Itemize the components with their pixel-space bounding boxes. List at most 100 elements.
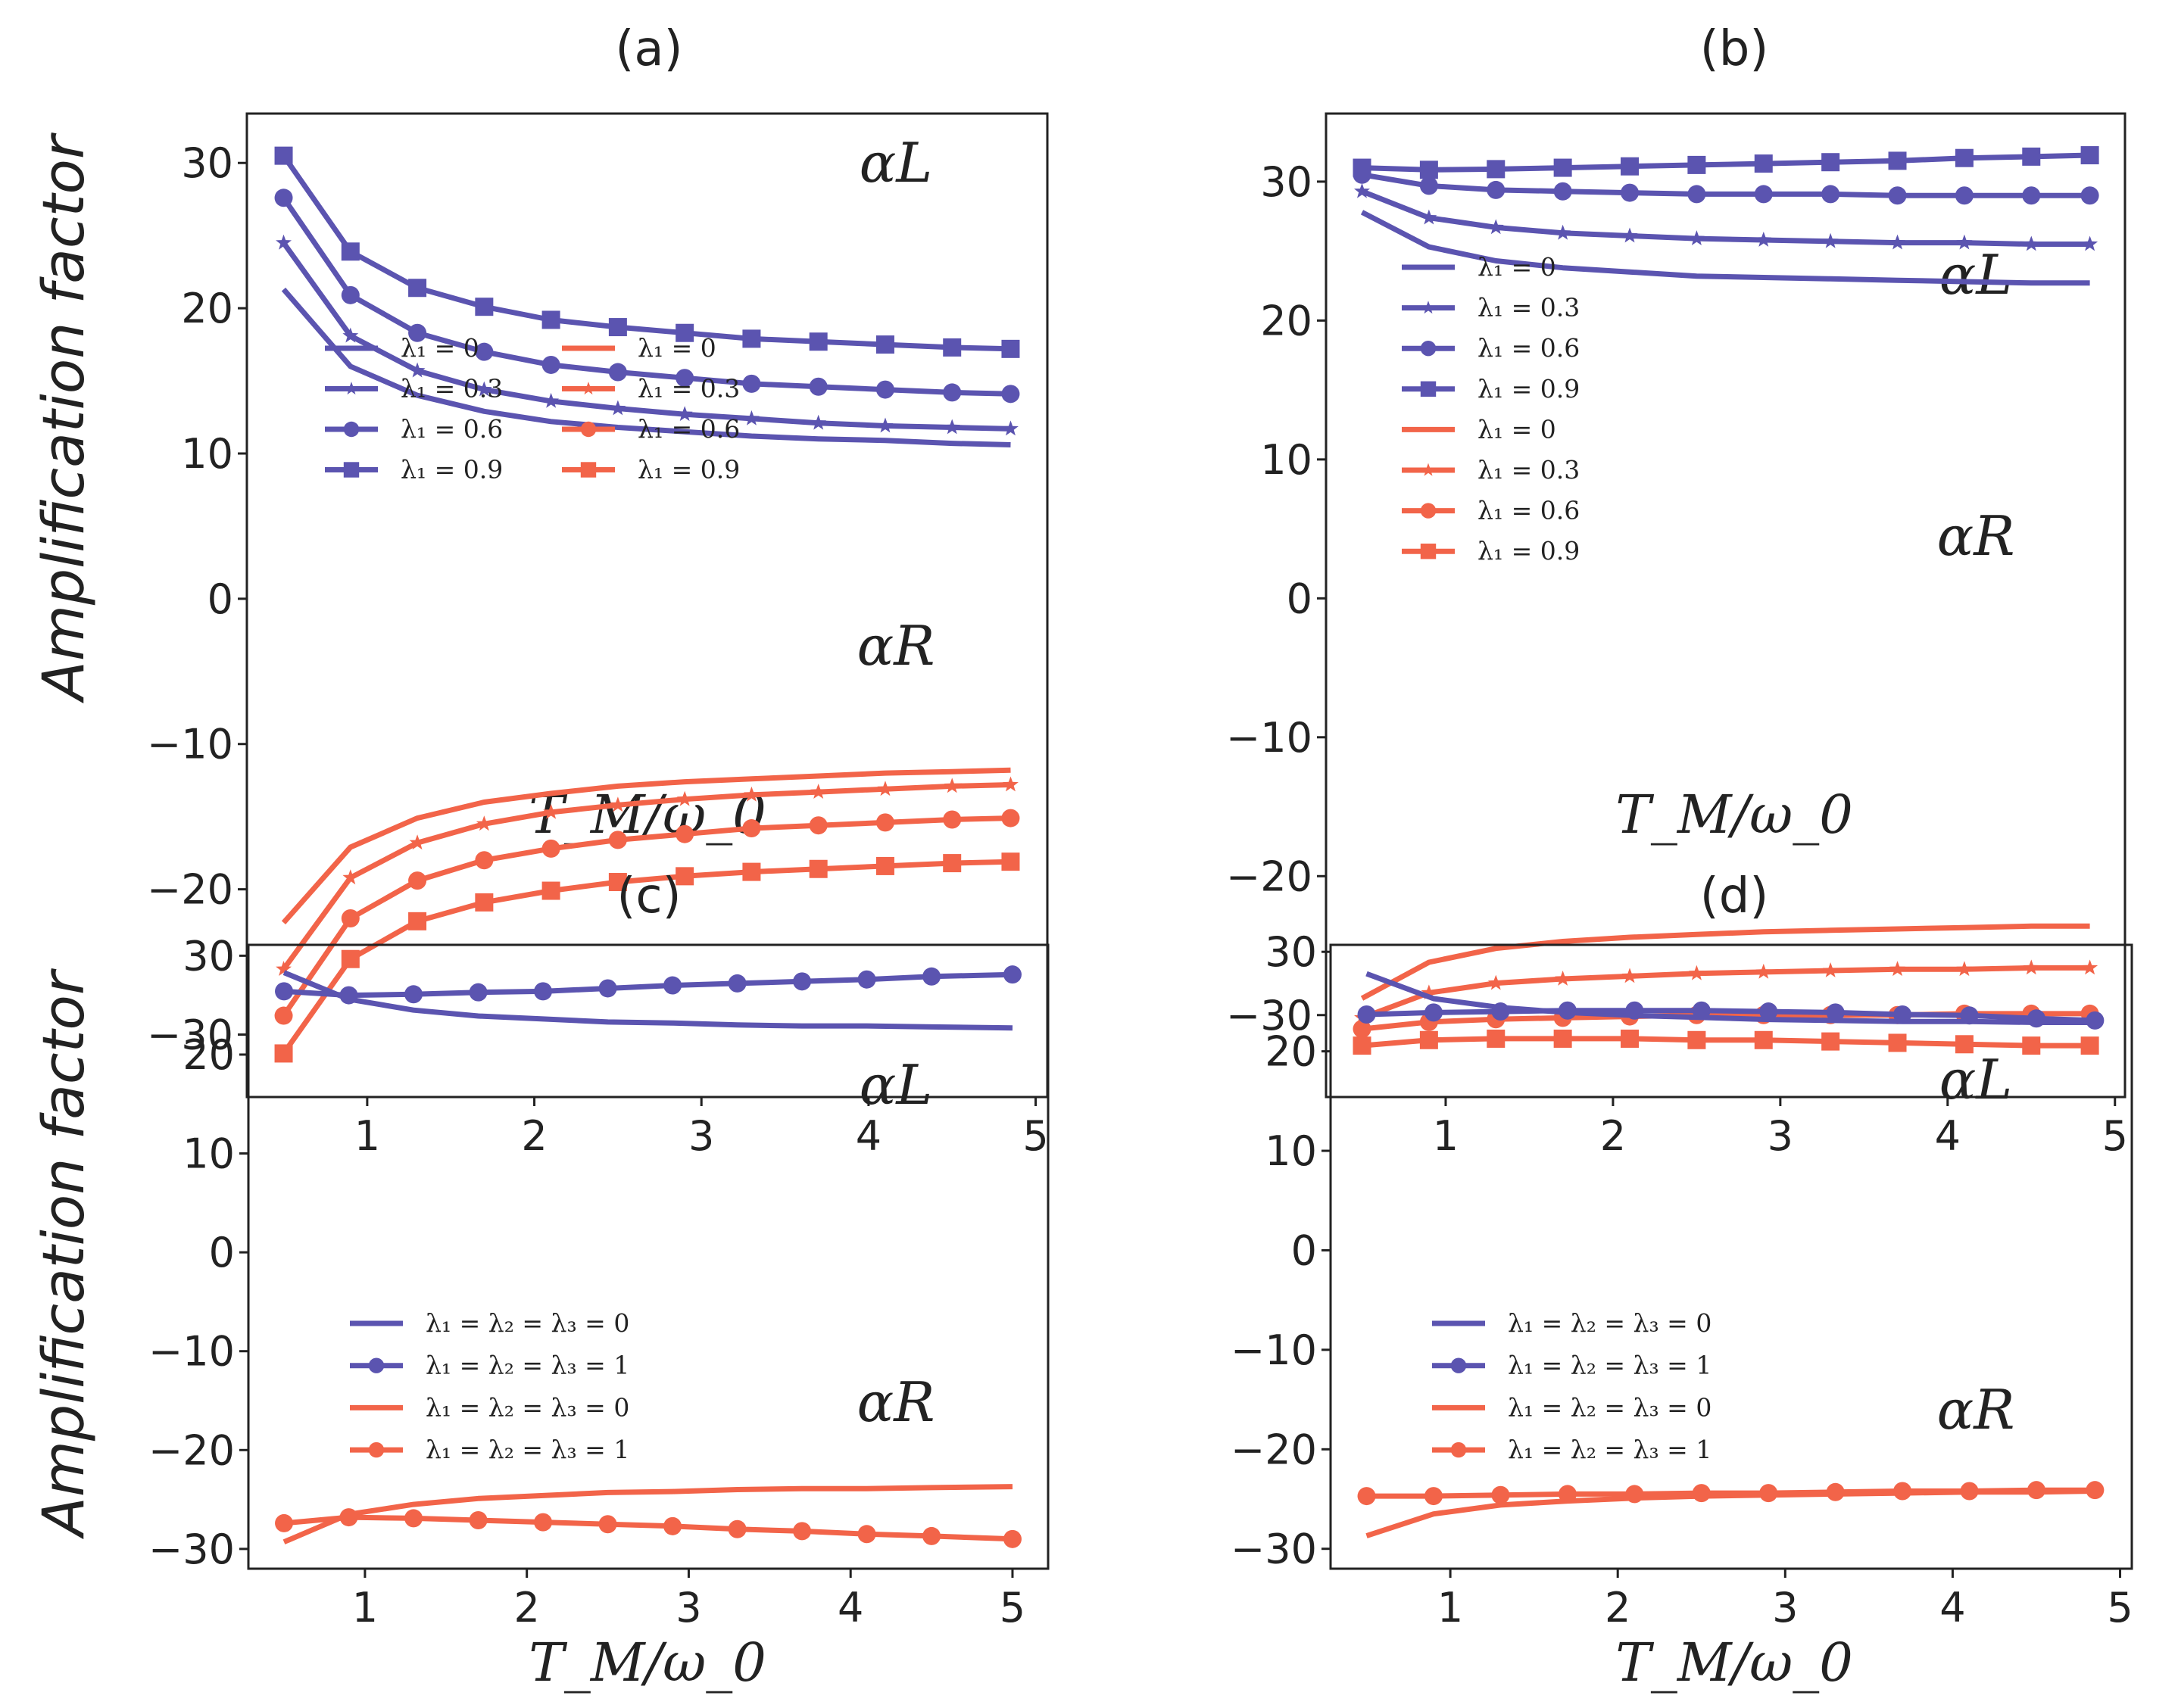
- data-point: [1955, 148, 1974, 167]
- data-point: [2080, 186, 2099, 205]
- legend-entry: λ₁ = 0: [562, 333, 716, 363]
- data-point: [1755, 963, 1772, 979]
- data-point: [1419, 1030, 1438, 1049]
- data-point: [1487, 1029, 1506, 1048]
- data-point: [944, 419, 960, 435]
- data-point: [1555, 224, 1571, 240]
- data-point: [676, 790, 693, 806]
- alpha-r-annotation: αR: [857, 614, 935, 678]
- legend-label: λ₁ = λ₂ = λ₃ = 1: [426, 1435, 629, 1464]
- data-point: [1692, 1484, 1711, 1503]
- x-tick-label: 4: [1939, 1584, 1965, 1632]
- data-point: [676, 323, 694, 342]
- data-point: [341, 949, 360, 968]
- data-point: [663, 1516, 682, 1535]
- data-point: [1826, 1003, 1845, 1022]
- data-point: [1821, 1032, 1840, 1051]
- data-point: [1755, 232, 1772, 247]
- data-point: [408, 279, 427, 298]
- series-blue-1: [275, 965, 1022, 1005]
- data-point: [275, 982, 294, 1001]
- legend-entry: λ₁ = λ₂ = λ₃ = 1: [350, 1351, 629, 1380]
- series-red-5: [1354, 959, 2098, 1025]
- panel-title: (d): [1700, 868, 1769, 924]
- series-red-4: [281, 767, 1011, 925]
- legend-marker: [1420, 544, 1437, 559]
- data-point: [476, 381, 492, 397]
- legend-label: λ₁ = λ₂ = λ₃ = 0: [426, 1392, 629, 1422]
- data-point: [1821, 185, 1840, 204]
- data-point: [1357, 1005, 1376, 1024]
- data-point: [1419, 176, 1438, 195]
- panel-title: (c): [616, 868, 681, 924]
- x-tick-label: 5: [1022, 1112, 1048, 1160]
- legend-marker: [1421, 301, 1435, 314]
- data-point: [922, 967, 941, 986]
- legend-entry: λ₁ = λ₂ = λ₃ = 0: [1432, 1392, 1712, 1422]
- data-point: [404, 985, 423, 1004]
- data-point: [2022, 186, 2041, 205]
- legend-entry: λ₁ = 0.9: [1402, 536, 1580, 566]
- data-point: [274, 1044, 293, 1063]
- data-point: [1001, 809, 1020, 828]
- series-blue-1: [1357, 1001, 2105, 1030]
- data-point: [476, 815, 492, 831]
- x-tick-label: 1: [1437, 1584, 1463, 1632]
- data-point: [1688, 965, 1705, 980]
- legend-label: λ₁ = λ₂ = λ₃ = 1: [1508, 1435, 1712, 1464]
- x-tick-label: 1: [354, 1112, 380, 1160]
- y-tick-label: −20: [1226, 852, 1312, 900]
- series-red-3: [1357, 1481, 2105, 1506]
- series-line: [282, 970, 1013, 1031]
- legend-marker: [1420, 341, 1437, 357]
- data-point: [2080, 146, 2099, 165]
- data-point: [1558, 1001, 1577, 1020]
- x-tick-label: 3: [676, 1584, 701, 1632]
- data-point: [475, 893, 494, 912]
- data-point: [1357, 1487, 1376, 1506]
- data-point: [742, 329, 761, 348]
- alpha-r-annotation: αR: [857, 1370, 935, 1434]
- alpha-l-annotation: αL: [1939, 243, 2012, 307]
- data-point: [944, 778, 960, 793]
- legend-label: λ₁ = 0.6: [1477, 496, 1580, 525]
- legend-marker: [1420, 381, 1437, 397]
- data-point: [541, 310, 560, 329]
- legend-entry: λ₁ = 0.9: [325, 455, 503, 485]
- data-point: [339, 986, 358, 1005]
- series-blue-3: [1353, 146, 2099, 179]
- data-point: [1621, 968, 1638, 983]
- data-point: [1960, 1006, 1979, 1025]
- series-line: [281, 782, 1011, 971]
- y-tick-label: −20: [148, 1426, 235, 1474]
- data-point: [1688, 230, 1705, 245]
- data-point: [676, 867, 694, 886]
- data-point: [608, 873, 627, 892]
- y-tick-label: −30: [147, 1011, 233, 1058]
- legend-label: λ₁ = 0.9: [1477, 374, 1580, 404]
- data-point: [2086, 1011, 2105, 1030]
- legend-label: λ₁ = 0.9: [1477, 536, 1580, 566]
- y-tick-label: 30: [1265, 928, 1317, 976]
- data-point: [1692, 1001, 1711, 1020]
- y-tick-label: 10: [1260, 436, 1312, 484]
- y-tick-label: −10: [147, 721, 233, 768]
- data-point: [1687, 185, 1706, 204]
- legend-entry: λ₁ = 0.9: [562, 455, 740, 485]
- panel-d: (d) 30 20 10 0 −10 −20 −30 1 2 3 4 5 T_M/ω_0 αL αR: [1231, 868, 2133, 1694]
- data-point: [475, 298, 494, 316]
- data-point: [1621, 183, 1640, 202]
- data-point: [1353, 1036, 1371, 1055]
- data-point: [877, 781, 894, 796]
- legend-label: λ₁ = 0.6: [1477, 333, 1580, 363]
- legend-marker: [580, 421, 597, 438]
- x-tick-label: 1: [352, 1584, 378, 1632]
- legend-entry: λ₁ = 0.3: [562, 374, 740, 404]
- x-tick-label: 5: [2107, 1584, 2133, 1632]
- data-point: [475, 342, 494, 361]
- data-point: [1625, 1001, 1644, 1020]
- legend-marker: [1420, 503, 1437, 519]
- series-line: [1366, 1487, 2095, 1499]
